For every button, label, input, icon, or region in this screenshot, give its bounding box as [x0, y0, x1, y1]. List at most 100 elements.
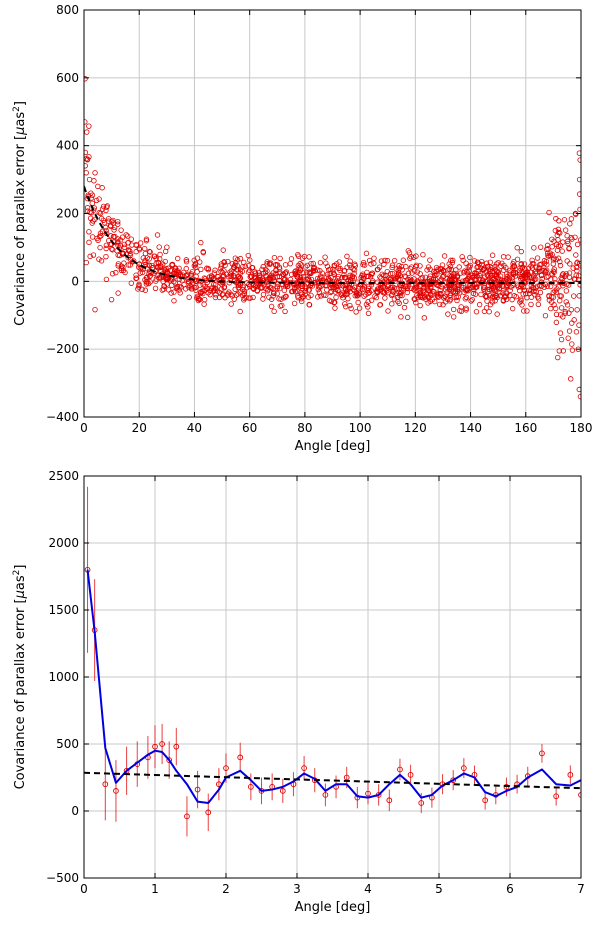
data-point [234, 262, 240, 269]
data-point [332, 305, 338, 311]
data-point [348, 305, 354, 312]
data-point [139, 269, 146, 276]
data-point [383, 277, 390, 283]
data-point [235, 281, 241, 288]
data-point [204, 285, 210, 291]
data-point [392, 276, 399, 282]
data-point [121, 244, 128, 250]
data-point [440, 267, 447, 274]
data-point [276, 296, 282, 302]
data-point [168, 267, 174, 274]
data-point [541, 267, 547, 273]
data-layer [84, 486, 581, 837]
data-point [549, 299, 555, 305]
data-point [487, 301, 494, 308]
data-point [159, 741, 165, 747]
y-tick-label: 800 [56, 3, 79, 17]
data-point [395, 271, 402, 277]
data-point [447, 273, 453, 279]
data-point [303, 269, 310, 276]
data-point [574, 307, 580, 313]
data-point [136, 261, 142, 268]
data-point [349, 273, 356, 280]
data-point [147, 273, 153, 279]
data-point [86, 239, 92, 246]
data-point [157, 251, 163, 258]
y-axis-title: Covariance of parallax error [μas2] [12, 565, 28, 790]
data-point [281, 295, 287, 301]
data-point [537, 289, 544, 296]
data-point [343, 291, 350, 297]
data-point [493, 293, 499, 299]
y-axis-title-close: ] [13, 101, 28, 106]
data-point [514, 245, 520, 251]
data-point [548, 283, 554, 290]
data-point [137, 240, 144, 246]
data-point [339, 292, 345, 298]
data-point [270, 293, 276, 299]
data-point [386, 797, 393, 804]
data-point [555, 354, 561, 361]
data-point [173, 285, 180, 292]
data-point [576, 293, 581, 299]
data-point [165, 287, 172, 293]
y-axis-title-text: Covariance of parallax error [ [13, 598, 28, 789]
data-point [396, 271, 402, 278]
data-point [152, 743, 158, 750]
data-point [152, 285, 159, 291]
data-point [411, 276, 417, 282]
data-point [97, 210, 104, 217]
data-point [128, 280, 135, 286]
data-point [511, 258, 517, 265]
data-point [350, 266, 356, 272]
data-point [495, 259, 501, 266]
data-point [507, 287, 513, 294]
data-point [322, 282, 329, 289]
data-point [144, 255, 150, 261]
data-point [480, 266, 487, 273]
data-point [232, 262, 238, 268]
data-point [427, 257, 433, 263]
data-point [391, 296, 398, 302]
data-point [84, 163, 88, 169]
data-point [306, 302, 313, 308]
data-point [186, 294, 192, 300]
data-point [389, 291, 395, 297]
data-point [274, 290, 280, 297]
data-point [188, 272, 194, 278]
data-point [120, 267, 127, 274]
data-point [392, 278, 399, 284]
data-point [298, 298, 305, 305]
data-point [509, 305, 516, 312]
data-point [218, 263, 225, 269]
data-point [246, 283, 253, 290]
data-point [270, 290, 277, 296]
data-point [164, 281, 170, 287]
data-point [267, 261, 273, 268]
data-point [254, 287, 260, 294]
data-point [511, 263, 517, 270]
x-tick-label: 0 [80, 882, 88, 896]
data-point [549, 271, 555, 278]
data-point [100, 203, 107, 210]
data-point [288, 271, 295, 278]
data-point [450, 777, 457, 784]
x-tick-label: 0 [80, 421, 88, 435]
data-point [374, 266, 381, 273]
data-point [454, 297, 460, 304]
data-point [268, 303, 275, 310]
data-point [568, 376, 574, 382]
data-point [367, 273, 374, 280]
data-point [532, 268, 539, 274]
data-point [569, 341, 575, 347]
data-point [222, 294, 228, 301]
data-point [405, 248, 412, 254]
data-point [200, 290, 206, 297]
data-point [454, 272, 460, 279]
data-point [282, 277, 288, 283]
data-point [282, 283, 289, 289]
data-point [300, 273, 307, 280]
data-point [550, 261, 557, 267]
data-point [97, 230, 104, 236]
y-tick-label: −500 [46, 871, 79, 885]
